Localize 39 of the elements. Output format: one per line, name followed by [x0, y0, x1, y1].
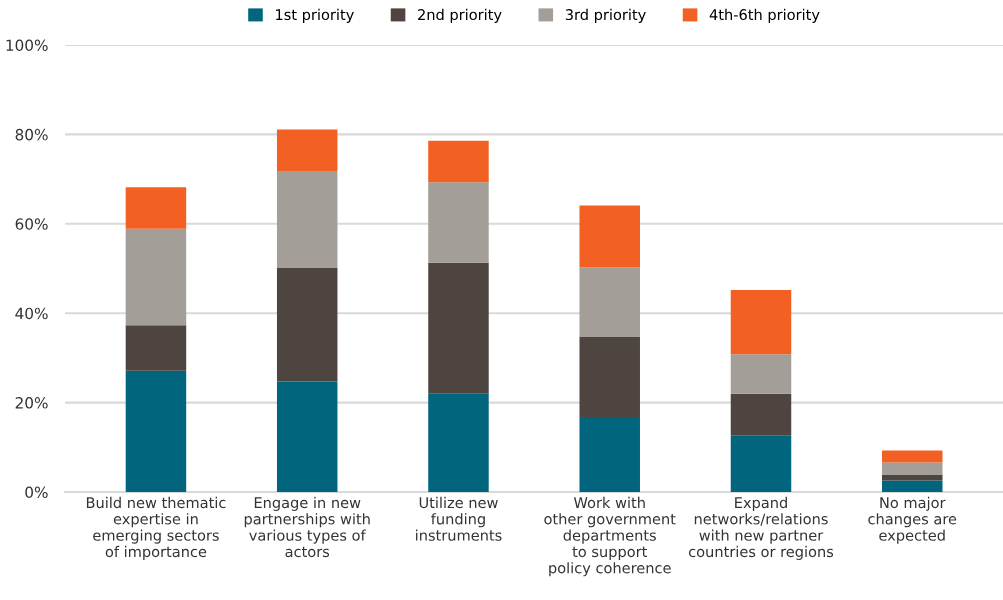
bar	[579, 267, 640, 337]
x-tick-label: Engage in new partnerships with various types of actors	[244, 496, 370, 558]
bar	[428, 262, 489, 394]
bar	[730, 435, 792, 492]
y-tick-label: 20%	[15, 397, 48, 409]
bar	[428, 182, 489, 263]
y-tick-label: 60%	[15, 218, 48, 230]
y-tick-label: 80%	[15, 128, 48, 141]
x-tick-label: Expand networks/relations with new partner countries or regions	[688, 496, 834, 560]
bar	[730, 393, 792, 436]
x-tick-label: Build new thematic expertise in emerging sectors of importance	[86, 496, 226, 560]
y-tick-label: 100%	[6, 39, 48, 52]
y-tick-label: 40%	[15, 307, 48, 320]
bar	[276, 267, 338, 382]
x-tick-label: No major changes are expected	[868, 496, 957, 544]
bar	[730, 289, 792, 355]
y-tick-label: 0%	[25, 486, 48, 499]
bar	[579, 416, 640, 492]
legend-label: 4th-6th priority	[709, 8, 820, 23]
bar	[276, 381, 338, 492]
x-tick-label: Work with other government departments to support policy coherence	[544, 496, 676, 577]
bar	[428, 393, 489, 492]
bar	[125, 228, 187, 326]
bar	[125, 370, 187, 492]
bar	[125, 325, 187, 371]
legend-label: 3rd priority	[565, 8, 646, 23]
bar	[881, 480, 943, 492]
bar	[730, 354, 792, 394]
bar	[881, 450, 943, 463]
legend-label: 1st priority	[276, 8, 354, 23]
bar	[881, 462, 943, 475]
bar	[579, 205, 640, 268]
bar	[428, 140, 489, 183]
bar	[276, 171, 338, 268]
legend-label: 2nd priority	[418, 8, 502, 23]
x-tick-label: Utilize new funding instruments	[416, 496, 502, 541]
bar	[125, 187, 187, 229]
bar	[579, 336, 640, 417]
bar	[276, 129, 338, 172]
